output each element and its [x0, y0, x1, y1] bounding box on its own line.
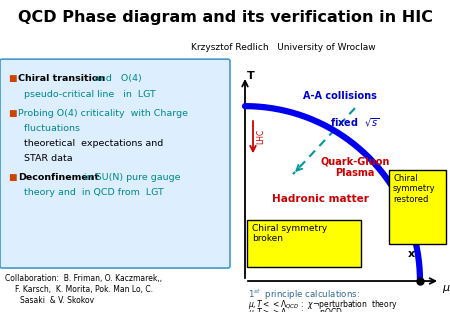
Text: Quark-Gluon
Plasma: Quark-Gluon Plasma — [320, 156, 390, 178]
Text: $\mu,T << \Lambda_{QCD}$ :  $\chi\neg$perturbation  theory: $\mu,T << \Lambda_{QCD}$ : $\chi\neg$per… — [248, 298, 398, 311]
Text: ■: ■ — [8, 173, 17, 182]
FancyBboxPatch shape — [0, 59, 230, 268]
Text: Krzysztof Redlich   University of Wroclaw: Krzysztof Redlich University of Wroclaw — [191, 43, 376, 52]
Text: Deconfinement: Deconfinement — [18, 173, 99, 182]
Text: and   O(4): and O(4) — [91, 74, 142, 83]
Text: theory and  in QCD from  LGT: theory and in QCD from LGT — [18, 188, 164, 197]
Text: QCD Phase diagram and its verification in HIC: QCD Phase diagram and its verification i… — [18, 11, 432, 26]
FancyBboxPatch shape — [389, 170, 446, 244]
Text: A-A collisions: A-A collisions — [303, 91, 377, 101]
Text: theoretical  expectations and: theoretical expectations and — [18, 139, 163, 148]
Text: 1$^{st}$  principle calculations:: 1$^{st}$ principle calculations: — [248, 288, 360, 302]
Text: Chiral symmetry
broken: Chiral symmetry broken — [252, 224, 327, 243]
Text: ■: ■ — [8, 74, 17, 83]
Text: Chiral
symmetry
restored: Chiral symmetry restored — [393, 174, 436, 204]
FancyBboxPatch shape — [247, 220, 361, 267]
Text: in SU(N) pure gauge: in SU(N) pure gauge — [78, 173, 180, 182]
Text: Hadronic matter: Hadronic matter — [272, 194, 369, 204]
Text: F. Karsch,  K. Morita, Pok. Man Lo, C.: F. Karsch, K. Morita, Pok. Man Lo, C. — [15, 285, 153, 294]
Text: $\mu,T >> \Lambda_{QCD}$ :       pQCD: $\mu,T >> \Lambda_{QCD}$ : pQCD — [248, 306, 343, 312]
Text: T: T — [247, 71, 255, 81]
Text: ■: ■ — [8, 109, 17, 118]
Text: pseudo-critical line   in  LGT: pseudo-critical line in LGT — [18, 90, 156, 99]
Text: Sasaki  & V. Skokov: Sasaki & V. Skokov — [20, 296, 94, 305]
Text: fluctuations: fluctuations — [18, 124, 80, 133]
Text: Collaboration:  B. Friman, O. Kaczmarek,,: Collaboration: B. Friman, O. Kaczmarek,, — [5, 274, 162, 283]
Text: x: x — [408, 249, 415, 259]
Text: Chiral transition: Chiral transition — [18, 74, 105, 83]
Text: STAR data: STAR data — [18, 154, 72, 163]
Text: Probing O(4) criticality  with Charge: Probing O(4) criticality with Charge — [18, 109, 188, 118]
Text: $\mu_B$: $\mu_B$ — [442, 283, 450, 295]
Text: LHC: LHC — [256, 129, 265, 144]
Text: fixed  $\sqrt{s}$: fixed $\sqrt{s}$ — [330, 116, 380, 129]
